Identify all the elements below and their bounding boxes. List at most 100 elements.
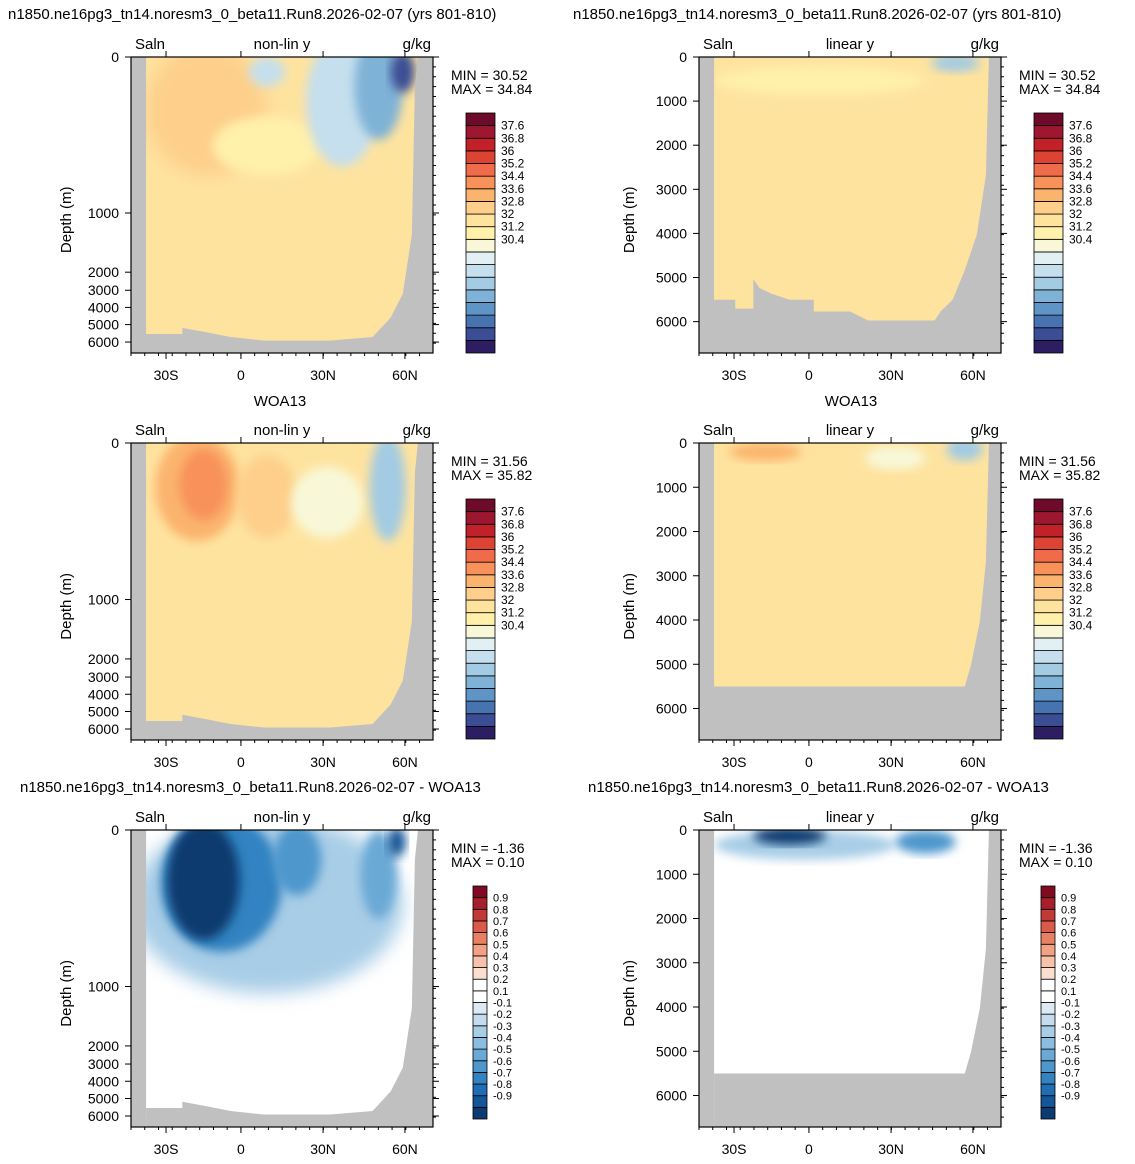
x-tick-label: 30S [722, 1141, 747, 1157]
colorbar-swatch [465, 163, 496, 177]
min-label: MIN = 30.52 [1019, 67, 1096, 83]
colorbar-label: -0.4 [1061, 1032, 1080, 1044]
row1-title-left: n1850.ne16pg3_tn14.noresm3_0_beta11.Run8… [8, 6, 496, 23]
colorbar-label: 37.6 [1069, 119, 1093, 133]
contour-field [131, 443, 433, 740]
x-tick-label: 30N [310, 754, 336, 770]
colorbar-swatch [1033, 112, 1064, 127]
colorbar-label: 31.2 [501, 606, 525, 620]
colorbar-swatch [472, 908, 488, 922]
colorbar-label: 37.6 [501, 505, 525, 519]
colorbar-swatch [1033, 150, 1064, 164]
x-tick-label: 60N [392, 367, 418, 383]
colorbar-swatch [1033, 498, 1064, 513]
colorbar-swatch [1040, 1037, 1056, 1050]
y-axis-label: Depth (m) [621, 573, 638, 640]
colorbar-label: 0.9 [1061, 893, 1076, 905]
colorbar-swatch [1033, 675, 1064, 689]
scale-label: non-lin y [254, 809, 311, 826]
units-label: g/kg [971, 422, 999, 439]
colorbar-swatch [465, 226, 496, 240]
colorbar-swatch [1033, 125, 1064, 139]
variable-label: Saln [135, 36, 165, 53]
colorbar-swatch [1033, 264, 1064, 278]
negative-north-core [387, 830, 406, 857]
land-mask [131, 830, 147, 1127]
fresh-north [931, 57, 980, 72]
y-tick-label: 2000 [88, 651, 119, 667]
y-tick-label: 1000 [88, 592, 119, 608]
min-label: MIN = 31.56 [451, 453, 528, 469]
x-tick-label: 30S [722, 367, 747, 383]
colorbar-label: 0.2 [493, 974, 508, 986]
colorbar-label: 0.2 [1061, 974, 1076, 986]
x-tick-label: 30S [722, 754, 747, 770]
colorbar-label: -0.2 [1061, 1009, 1080, 1021]
colorbar-label: 33.6 [1069, 568, 1093, 582]
row3-title-right: n1850.ne16pg3_tn14.noresm3_0_beta11.Run8… [588, 779, 1049, 796]
colorbar-swatch [1033, 599, 1064, 614]
colorbar-label: 33.6 [1069, 182, 1093, 196]
y-tick-label: 6000 [88, 1108, 119, 1124]
y-tick-label: 5000 [88, 703, 119, 719]
row2-title-left: WOA13 [254, 393, 307, 410]
colorbar-swatch [1033, 637, 1064, 651]
min-label: MIN = -1.36 [1019, 840, 1093, 856]
x-tick-label: 0 [805, 754, 813, 770]
y-tick-label: 4000 [656, 612, 687, 628]
colorbar-label: 0.8 [1061, 904, 1076, 916]
colorbar-swatch [465, 725, 496, 740]
colorbar-label: 32.8 [1069, 194, 1093, 208]
variable-label: Saln [703, 36, 733, 53]
colorbar-label: 34.4 [1069, 555, 1093, 569]
surface-fresh [865, 445, 926, 470]
x-tick-label: 0 [805, 1141, 813, 1157]
colorbar-label: 0.8 [493, 904, 508, 916]
colorbar-label: 32 [501, 207, 515, 221]
colorbar-swatch [1033, 302, 1064, 316]
colorbar-label: 32 [1069, 207, 1083, 221]
land-mask [146, 57, 433, 353]
colorbar-swatch [1033, 175, 1064, 190]
colorbar-label: 32.8 [501, 580, 525, 594]
colorbar-label: 30.4 [501, 618, 525, 632]
colorbar-swatch [1040, 943, 1056, 957]
colorbar-swatch [1033, 213, 1064, 228]
colorbar-label: 30.4 [1069, 618, 1093, 632]
y-tick-label: 4000 [88, 1073, 119, 1089]
colorbar-swatch [1033, 339, 1064, 354]
colorbar-label: 35.2 [501, 157, 525, 171]
contour-field [131, 830, 433, 1127]
colorbar-label: 35.2 [1069, 157, 1093, 171]
colorbar-label: -0.9 [493, 1091, 512, 1103]
x-tick-label: 30N [878, 1141, 904, 1157]
y-tick-label: 0 [679, 435, 687, 451]
colorbar-label: 35.2 [501, 543, 525, 557]
colorbar-swatch [1033, 549, 1064, 563]
contour-field [699, 830, 1001, 1127]
colorbar-label: 34.4 [501, 169, 525, 183]
colorbar-label: 0.6 [493, 928, 508, 940]
y-tick-label: 6000 [656, 701, 687, 717]
colorbar-swatch [1040, 908, 1056, 922]
colorbar-swatch [1033, 612, 1064, 626]
negative-core [753, 830, 826, 845]
variable-label: Saln [135, 422, 165, 439]
colorbar-swatch [465, 314, 496, 329]
y-tick-label: 4000 [656, 999, 687, 1015]
units-label: g/kg [971, 36, 999, 53]
colorbar-swatch [1033, 188, 1064, 202]
colorbar-label: 32.8 [1069, 580, 1093, 594]
colorbar: 0.90.80.70.60.50.40.30.20.1-0.1-0.2-0.3-… [1040, 885, 1080, 1120]
colorbar-swatch [472, 1072, 488, 1085]
min-label: MIN = 30.52 [451, 67, 528, 83]
fresh-tongue [212, 116, 322, 176]
y-tick-label: 6000 [88, 721, 119, 737]
y-tick-label: 2000 [656, 137, 687, 153]
salty-core-inner [179, 448, 228, 521]
max-label: MAX = 35.82 [1019, 467, 1101, 483]
colorbar-swatch [1040, 978, 1056, 992]
colorbar-swatch [1033, 226, 1064, 240]
colorbar-swatch [465, 302, 496, 316]
